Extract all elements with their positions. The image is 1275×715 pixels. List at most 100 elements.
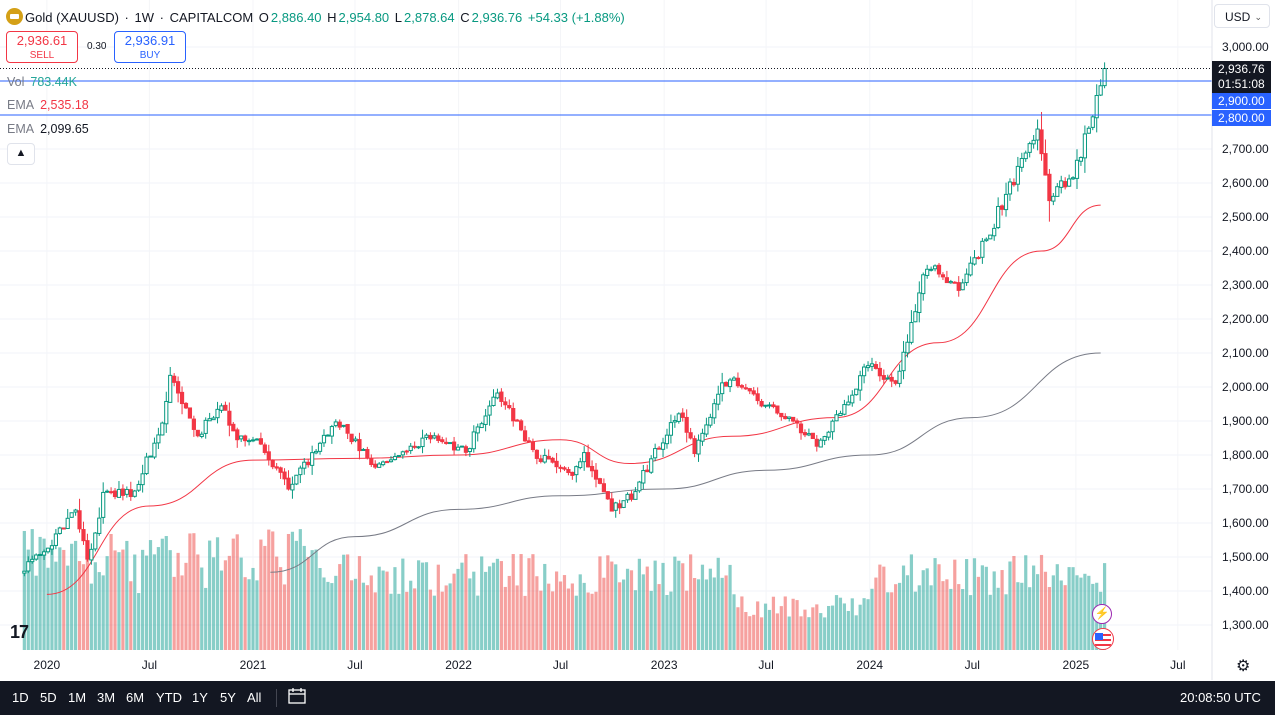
volume-bar bbox=[239, 557, 243, 650]
time-tick-label: 2025 bbox=[1063, 658, 1090, 672]
candle-body bbox=[148, 455, 153, 458]
buy-button[interactable]: 2,936.91 BUY bbox=[114, 31, 186, 63]
volume-bar bbox=[192, 533, 196, 650]
volume-bar bbox=[152, 554, 157, 650]
volume-bar bbox=[827, 605, 831, 650]
volume-bar bbox=[275, 556, 279, 650]
candle-body bbox=[53, 533, 58, 546]
time-axis[interactable]: 2020 Jul 2021 Jul 2022 Jul 2023 Jul 2024 Jul 2025 J… bbox=[34, 658, 1186, 672]
candle-body bbox=[664, 434, 670, 445]
ema-slow-legend[interactable]: EMA 2,099.65 bbox=[7, 122, 89, 136]
bottom-toolbar: 1D 5D 1M 3M 6M YTD 1Y 5Y All 20:08:50 UT… bbox=[0, 681, 1275, 715]
volume-bar bbox=[921, 570, 925, 650]
settings-gear-icon[interactable]: ⚙ bbox=[1236, 658, 1251, 675]
volume-bar bbox=[874, 577, 878, 650]
candle-body bbox=[992, 227, 997, 237]
volume-bar bbox=[554, 571, 559, 650]
candle-body bbox=[1059, 180, 1064, 188]
range-5d[interactable]: 5D bbox=[40, 690, 57, 705]
candle-body bbox=[1094, 94, 1099, 119]
range-6m[interactable]: 6M bbox=[126, 690, 145, 705]
candle-body bbox=[120, 488, 126, 496]
volume-bar bbox=[665, 594, 669, 650]
volume-bar bbox=[393, 567, 397, 650]
sell-price: 2,936.61 bbox=[16, 33, 68, 48]
currency-select[interactable]: USD ⌄ bbox=[1214, 4, 1270, 28]
volume-bar bbox=[476, 595, 480, 650]
volume-bar bbox=[819, 613, 823, 650]
candle-body bbox=[810, 432, 815, 440]
candle-body bbox=[952, 281, 957, 284]
volume-bar bbox=[1075, 575, 1079, 650]
volume-bar bbox=[965, 559, 969, 650]
currency-label: USD bbox=[1225, 10, 1251, 24]
candle-body bbox=[656, 447, 662, 450]
volume-bar bbox=[689, 554, 693, 650]
range-1m[interactable]: 1M bbox=[68, 690, 87, 705]
line-tag-2900-value: 2,900.00 bbox=[1218, 94, 1265, 108]
volume-bar bbox=[846, 610, 850, 650]
volume-bars bbox=[22, 529, 1107, 650]
utc-clock[interactable]: 20:08:50 UTC bbox=[1180, 690, 1261, 705]
volume-bar bbox=[148, 540, 153, 650]
candle-body bbox=[862, 366, 867, 377]
candle-body bbox=[306, 461, 311, 466]
volume-bar bbox=[58, 547, 62, 650]
calendar-range-icon[interactable] bbox=[288, 688, 306, 704]
candle-body bbox=[41, 551, 47, 556]
volume-bar bbox=[937, 564, 941, 650]
volume-bar bbox=[389, 593, 393, 650]
candle-body bbox=[905, 341, 910, 354]
candle-body bbox=[357, 439, 362, 452]
range-all[interactable]: All bbox=[247, 690, 262, 705]
candle-body bbox=[211, 417, 216, 421]
volume-bar bbox=[377, 566, 381, 650]
volume-bar bbox=[968, 595, 973, 650]
symbol-title[interactable]: Gold (XAUUSD) bbox=[25, 10, 119, 25]
volume-bar bbox=[282, 584, 287, 650]
volume-bar bbox=[720, 577, 724, 650]
volume-bar bbox=[700, 564, 705, 650]
change-value: +54.33 (+1.88%) bbox=[527, 10, 625, 25]
volume-bar bbox=[771, 596, 776, 650]
line-tag-2800[interactable]: 2,800.00 bbox=[1212, 110, 1271, 126]
volume-bar bbox=[925, 568, 929, 650]
chevron-up-icon: ▲ bbox=[15, 147, 27, 159]
volume-bar bbox=[661, 562, 665, 650]
candle-body bbox=[929, 268, 934, 271]
line-tag-2900[interactable]: 2,900.00 bbox=[1212, 93, 1271, 109]
interval-label[interactable]: 1W bbox=[134, 10, 155, 25]
candle-body bbox=[519, 420, 524, 431]
range-ytd[interactable]: YTD bbox=[156, 690, 182, 705]
event-lightning-icon[interactable]: ⚡ bbox=[1092, 604, 1112, 624]
range-5y[interactable]: 5Y bbox=[220, 690, 236, 705]
candle-body bbox=[160, 422, 165, 436]
volume-bar bbox=[160, 538, 164, 650]
candle-body bbox=[562, 467, 567, 470]
horizontal-price-lines[interactable] bbox=[0, 68, 1212, 116]
candle-body bbox=[613, 502, 618, 511]
volume-bar bbox=[748, 616, 752, 650]
candle-body bbox=[424, 434, 429, 438]
volume-bar bbox=[582, 582, 586, 650]
candle-body bbox=[846, 401, 851, 406]
collapse-legend-button[interactable]: ▲ bbox=[7, 143, 35, 165]
time-tick-label: 2024 bbox=[856, 658, 883, 672]
range-1d[interactable]: 1D bbox=[12, 690, 29, 705]
range-1y[interactable]: 1Y bbox=[192, 690, 208, 705]
sell-button[interactable]: 2,936.61 SELL bbox=[6, 31, 78, 63]
symbol-legend: Gold (XAUUSD) · 1W · CAPITALCOM O 2,886.4… bbox=[6, 8, 627, 25]
volume-bar bbox=[728, 564, 732, 650]
volume-bar bbox=[992, 571, 996, 650]
ema-fast-legend[interactable]: EMA 2,535.18 bbox=[7, 98, 89, 112]
price-chart[interactable]: 3,000.00 2,900.00 2,800.00 2,700.00 2,600.00… bbox=[0, 0, 1275, 681]
candle-body bbox=[645, 469, 650, 473]
us-flag-event-icon[interactable] bbox=[1092, 628, 1114, 650]
price-tick-label: 2,400.00 bbox=[1222, 244, 1269, 258]
candle-body bbox=[980, 240, 985, 258]
volume-legend[interactable]: Vol 783.44K bbox=[7, 75, 77, 89]
volume-bar bbox=[235, 534, 239, 650]
candle-body bbox=[621, 500, 626, 508]
range-3m[interactable]: 3M bbox=[97, 690, 116, 705]
volume-bar bbox=[50, 549, 54, 650]
